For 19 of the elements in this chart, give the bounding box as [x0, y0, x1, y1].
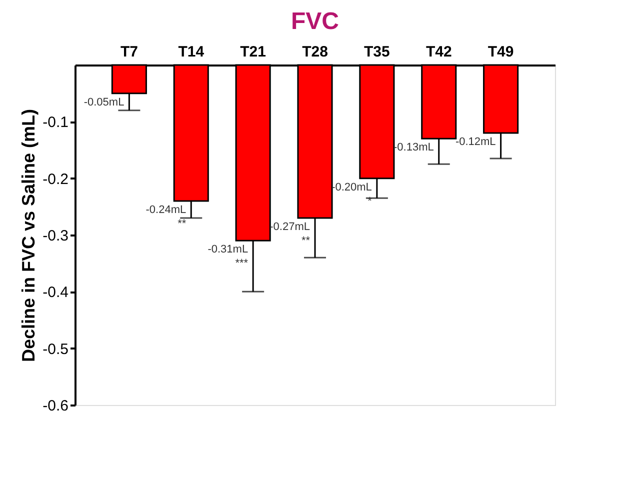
- data-label: -0.31mL ***: [208, 244, 249, 270]
- y-tick-label: -0.6: [42, 398, 68, 414]
- data-label: -0.05mL: [84, 96, 124, 108]
- data-label: -0.24mL **: [146, 204, 187, 230]
- y-tick-label: -0.3: [42, 228, 68, 244]
- x-tick-label: T28: [302, 44, 328, 60]
- y-tick-label: -0.1: [42, 114, 68, 132]
- y-tick-label: -0.5: [42, 340, 68, 358]
- chart-title: FVC: [291, 8, 339, 35]
- x-tick-label: T49: [488, 44, 514, 60]
- x-tick-label: T35: [364, 44, 390, 60]
- y-axis-title: Decline in FVC vs Saline (mL): [18, 108, 39, 362]
- x-tick-label: T42: [426, 44, 452, 60]
- x-tick-label: T14: [178, 44, 205, 60]
- y-tick-label: -0.4: [42, 284, 68, 302]
- x-tick-label: T21: [240, 44, 266, 60]
- y-tick-label: -0.2: [42, 170, 68, 188]
- x-tick-label: T7: [120, 44, 138, 60]
- data-label: -0.12mL: [455, 136, 496, 148]
